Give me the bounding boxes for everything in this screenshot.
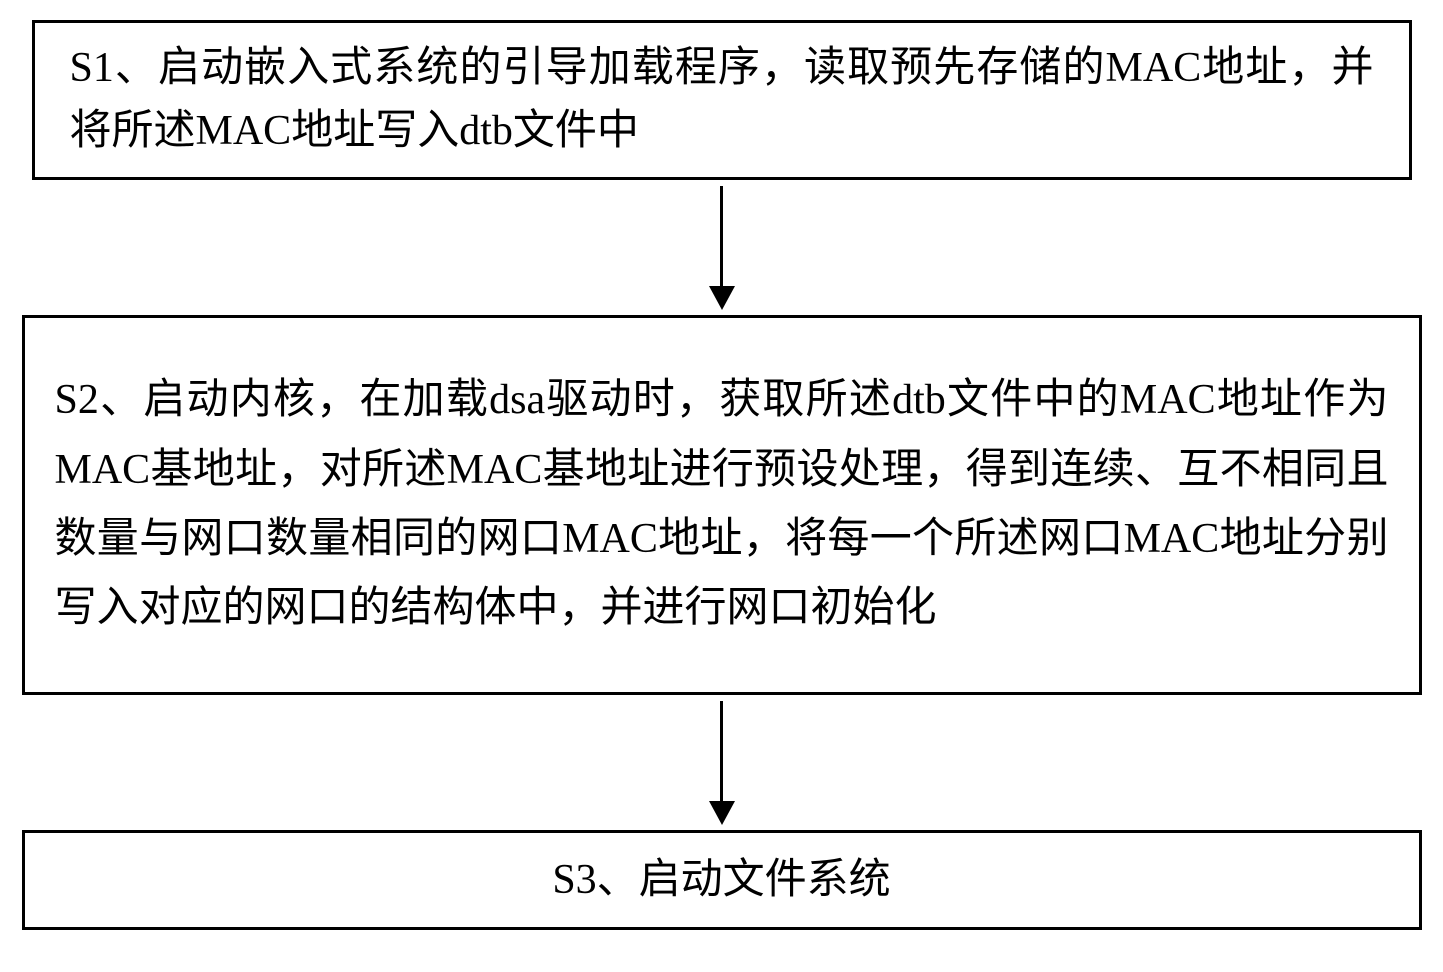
arrow-head-icon xyxy=(709,286,735,310)
arrow-line xyxy=(720,186,723,286)
arrow-line xyxy=(720,701,723,801)
arrow-s1-to-s2 xyxy=(709,180,735,315)
step-s3-text: S3、启动文件系统 xyxy=(55,849,1389,912)
arrow-s2-to-s3 xyxy=(709,695,735,830)
flowchart-step-s1: S1、启动嵌入式系统的引导加载程序，读取预先存储的MAC地址，并将所述MAC地址… xyxy=(32,20,1412,180)
flowchart-step-s2: S2、启动内核，在加载dsa驱动时，获取所述dtb文件中的MAC地址作为MAC基… xyxy=(22,315,1422,695)
step-s1-text: S1、启动嵌入式系统的引导加载程序，读取预先存储的MAC地址，并将所述MAC地址… xyxy=(70,37,1374,163)
step-s2-text: S2、启动内核，在加载dsa驱动时，获取所述dtb文件中的MAC地址作为MAC基… xyxy=(55,366,1389,643)
arrow-head-icon xyxy=(709,801,735,825)
flowchart-step-s3: S3、启动文件系统 xyxy=(22,830,1422,930)
